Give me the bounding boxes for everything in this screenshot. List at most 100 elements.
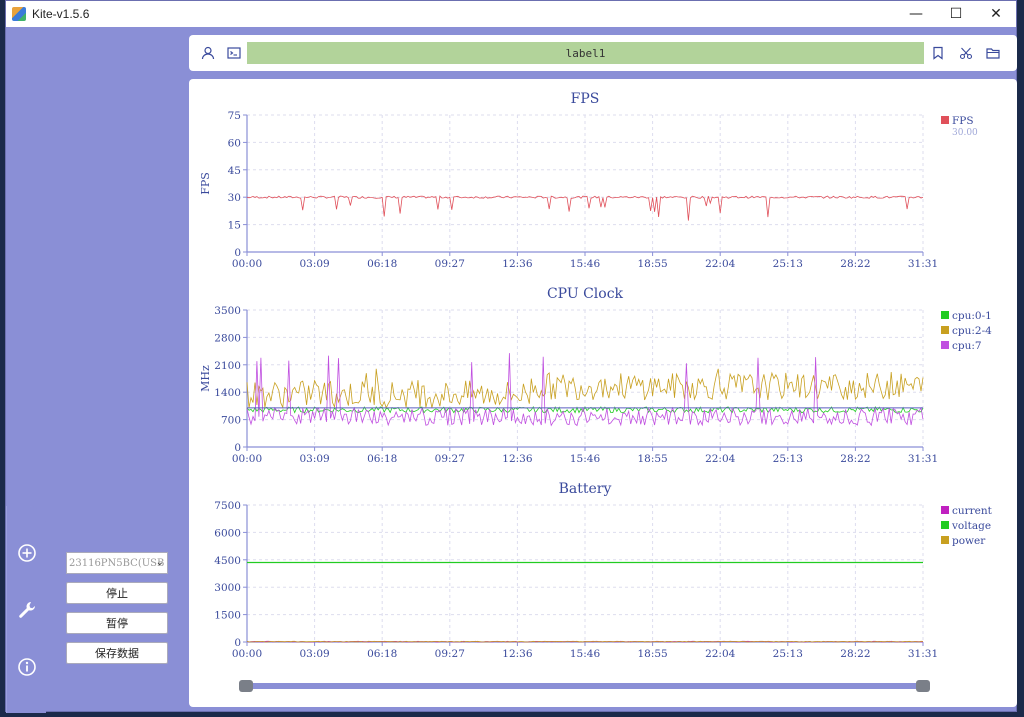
y-axis-label: FPS — [199, 172, 212, 195]
y-tick-label: 30 — [228, 192, 241, 204]
close-button[interactable]: ✕ — [990, 6, 1002, 22]
legend-swatch — [941, 116, 949, 124]
x-tick-label: 09:27 — [435, 453, 465, 465]
x-tick-label: 00:00 — [232, 453, 262, 465]
x-tick-label: 15:46 — [570, 648, 601, 660]
x-tick-label: 12:36 — [502, 648, 533, 660]
y-tick-label: 0 — [234, 442, 241, 454]
maximize-button[interactable]: ☐ — [949, 6, 963, 22]
series-line — [246, 353, 924, 427]
x-tick-label: 06:18 — [367, 648, 397, 660]
x-tick-label: 31:31 — [908, 453, 938, 465]
chart-title: Battery — [559, 481, 612, 497]
stop-button[interactable]: 停止 — [66, 582, 168, 604]
y-tick-label: 2100 — [214, 360, 241, 372]
legend-label: FPS — [952, 115, 974, 127]
x-tick-label: 25:13 — [773, 453, 803, 465]
x-tick-label: 00:00 — [232, 648, 262, 660]
legend-label: power — [952, 535, 986, 547]
slider-end-handle[interactable] — [916, 680, 930, 692]
side-rail — [6, 506, 46, 713]
y-tick-label: 6000 — [214, 527, 241, 539]
y-tick-label: 45 — [228, 165, 241, 177]
x-tick-label: 09:27 — [435, 258, 465, 270]
legend-label: cpu:2-4 — [952, 325, 992, 337]
toolbar: label1 — [189, 35, 1017, 71]
device-select-value: 23116PN5BC(USB — [69, 557, 165, 569]
x-tick-label: 22:04 — [705, 258, 736, 270]
x-tick-label: 18:55 — [637, 453, 667, 465]
y-axis-label: MHz — [199, 365, 212, 392]
y-tick-label: 7500 — [214, 500, 241, 512]
series-line — [246, 368, 924, 409]
legend-swatch — [941, 521, 949, 529]
folder-icon[interactable] — [984, 44, 1002, 62]
legend-label: current — [952, 505, 993, 517]
x-tick-label: 06:18 — [367, 258, 397, 270]
x-tick-label: 09:27 — [435, 648, 465, 660]
legend-value: 30.00 — [952, 128, 978, 138]
x-tick-label: 06:18 — [367, 453, 397, 465]
wrench-icon[interactable] — [16, 599, 38, 621]
user-icon[interactable] — [199, 44, 217, 62]
y-tick-label: 700 — [221, 415, 241, 427]
x-tick-label: 22:04 — [705, 453, 736, 465]
y-tick-label: 4500 — [214, 555, 241, 567]
time-range-slider[interactable] — [239, 683, 927, 689]
series-line — [246, 195, 924, 221]
y-tick-label: 3000 — [214, 582, 241, 594]
x-tick-label: 03:09 — [299, 258, 329, 270]
legend-swatch — [941, 536, 949, 544]
window-title: Kite-v1.5.6 — [32, 7, 90, 21]
legend-swatch — [941, 506, 949, 514]
terminal-icon[interactable] — [225, 44, 243, 62]
chevron-down-icon: ⌄ — [155, 557, 164, 568]
legend-label: cpu:0-1 — [952, 310, 992, 322]
x-tick-label: 31:31 — [908, 258, 938, 270]
legend-swatch — [941, 341, 949, 349]
chart-title: FPS — [571, 91, 600, 107]
bookmark-icon[interactable] — [929, 44, 947, 62]
label-bar: label1 — [247, 42, 924, 64]
info-icon[interactable] — [16, 656, 38, 678]
legend-swatch — [941, 326, 949, 334]
add-circle-icon[interactable] — [16, 542, 38, 564]
x-tick-label: 15:46 — [570, 258, 601, 270]
slider-start-handle[interactable] — [239, 680, 253, 692]
chart-title: CPU Clock — [547, 286, 624, 302]
app-logo-icon — [12, 7, 26, 21]
pause-button[interactable]: 暂停 — [66, 612, 168, 634]
control-panel: 23116PN5BC(USB ⌄ 停止 暂停 保存数据 — [66, 552, 170, 664]
y-tick-label: 75 — [228, 110, 241, 122]
device-select[interactable]: 23116PN5BC(USB ⌄ — [66, 552, 168, 574]
x-tick-label: 18:55 — [637, 648, 667, 660]
y-tick-label: 0 — [234, 637, 241, 649]
legend-label: cpu:7 — [952, 340, 982, 352]
y-tick-label: 1400 — [214, 387, 241, 399]
save-data-button[interactable]: 保存数据 — [66, 642, 168, 664]
window-controls: — ☐ ✕ — [896, 1, 1016, 27]
app-window: Kite-v1.5.6 — ☐ ✕ 23116PN5BC(USB ⌄ 停止 暂停… — [5, 0, 1017, 713]
x-tick-label: 15:46 — [570, 453, 601, 465]
x-tick-label: 28:22 — [840, 648, 870, 660]
legend-label: voltage — [951, 520, 991, 532]
x-tick-label: 00:00 — [232, 258, 262, 270]
legend-swatch — [941, 311, 949, 319]
x-tick-label: 03:09 — [299, 648, 329, 660]
x-tick-label: 25:13 — [773, 258, 803, 270]
x-tick-label: 25:13 — [773, 648, 803, 660]
x-tick-label: 31:31 — [908, 648, 938, 660]
scissors-icon[interactable] — [957, 44, 975, 62]
y-tick-label: 2800 — [214, 332, 241, 344]
y-tick-label: 60 — [228, 137, 241, 149]
minimize-button[interactable]: — — [909, 6, 923, 22]
y-tick-label: 1500 — [214, 610, 241, 622]
series-line — [246, 640, 924, 643]
x-tick-label: 12:36 — [502, 453, 533, 465]
y-tick-label: 0 — [234, 247, 241, 259]
x-tick-label: 28:22 — [840, 453, 870, 465]
charts-panel: FPS 75 60 45 30 15 0 00:00 03:09 06:18 09:27 12:36 1… — [189, 79, 1017, 707]
x-tick-label: 03:09 — [299, 453, 329, 465]
x-tick-label: 22:04 — [705, 648, 736, 660]
